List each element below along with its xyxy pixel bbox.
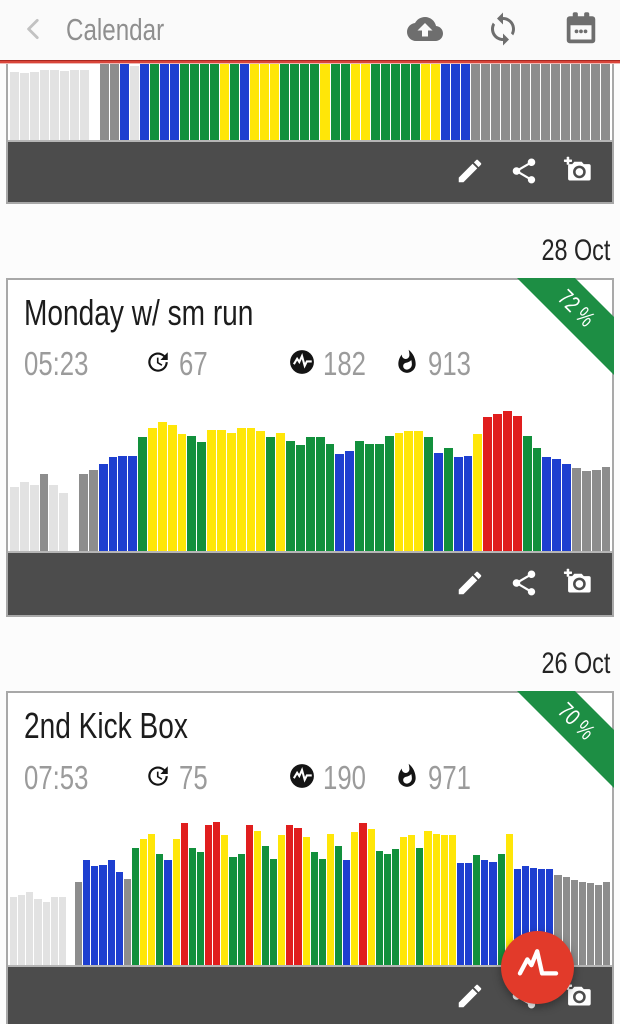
workout-title: Monday w/ sm run bbox=[24, 292, 254, 333]
duration-value: 05:23 bbox=[24, 345, 89, 383]
workout-stats: 05:23 67 182 913 bbox=[24, 345, 596, 383]
header-red-divider bbox=[0, 60, 620, 64]
sync-button[interactable] bbox=[480, 7, 526, 53]
heart-rate-value: 190 bbox=[323, 758, 367, 796]
pencil-icon bbox=[455, 568, 485, 601]
workout-card-monday-run[interactable]: Monday w/ sm run 05:23 67 182 bbox=[6, 278, 614, 618]
heart-rate-stat: 182 bbox=[289, 345, 378, 383]
share-icon bbox=[509, 568, 539, 601]
camera-add-icon bbox=[563, 568, 593, 601]
cloud-upload-icon bbox=[407, 11, 443, 50]
edit-button[interactable] bbox=[452, 566, 488, 602]
card-action-bar bbox=[8, 142, 612, 202]
workout-title: 2nd Kick Box bbox=[24, 705, 188, 747]
recovery-stat: 67 bbox=[145, 345, 216, 383]
flame-icon bbox=[394, 759, 428, 797]
add-photo-button[interactable] bbox=[560, 980, 596, 1016]
heart-rate-stat: 190 bbox=[289, 759, 378, 797]
workout-card-partial[interactable] bbox=[6, 64, 614, 204]
sync-icon bbox=[485, 11, 521, 50]
card-head: Monday w/ sm run 05:23 67 182 bbox=[8, 278, 614, 397]
camera-add-icon bbox=[563, 156, 593, 189]
pencil-icon bbox=[455, 156, 485, 189]
recovery-value: 75 bbox=[178, 758, 208, 796]
date-label: 28 Oct bbox=[541, 234, 610, 267]
chevron-left-icon bbox=[21, 16, 47, 45]
calories-stat: 913 bbox=[394, 345, 483, 383]
edit-button[interactable] bbox=[452, 154, 488, 190]
share-icon bbox=[509, 156, 539, 189]
new-workout-fab[interactable] bbox=[501, 931, 574, 1004]
card-head: 2nd Kick Box 07:53 75 190 bbox=[8, 691, 614, 810]
recovery-value: 67 bbox=[178, 345, 208, 383]
recovery-clock-icon bbox=[145, 345, 179, 383]
calendar-view-button[interactable] bbox=[558, 7, 604, 53]
workout-stats: 07:53 75 190 971 bbox=[24, 759, 596, 797]
heart-rate-value: 182 bbox=[323, 345, 367, 383]
app-header: Calendar bbox=[0, 0, 620, 60]
hr-zone-chart bbox=[8, 64, 612, 142]
card-action-bar bbox=[8, 553, 612, 616]
heart-rate-pulse-icon bbox=[515, 943, 561, 992]
heart-rate-icon bbox=[289, 345, 323, 383]
share-button[interactable] bbox=[506, 566, 542, 602]
cloud-upload-button[interactable] bbox=[402, 7, 448, 53]
calories-value: 913 bbox=[428, 345, 472, 383]
pencil-icon bbox=[455, 981, 485, 1014]
camera-add-icon bbox=[563, 981, 593, 1014]
recovery-stat: 75 bbox=[145, 759, 216, 797]
calendar-icon bbox=[563, 11, 599, 50]
add-photo-button[interactable] bbox=[560, 566, 596, 602]
date-label: 26 Oct bbox=[541, 647, 610, 681]
recovery-clock-icon bbox=[145, 759, 179, 797]
workout-card-kickbox[interactable]: 2nd Kick Box 07:53 75 190 bbox=[6, 691, 614, 1024]
page-title: Calendar bbox=[66, 12, 165, 47]
duration-value: 07:53 bbox=[24, 758, 89, 796]
hr-zone-chart bbox=[8, 397, 612, 554]
back-button[interactable] bbox=[16, 12, 52, 48]
calories-stat: 971 bbox=[394, 759, 483, 797]
calories-value: 971 bbox=[428, 758, 472, 796]
flame-icon bbox=[394, 345, 428, 383]
heart-rate-icon bbox=[289, 759, 323, 797]
add-photo-button[interactable] bbox=[560, 154, 596, 190]
share-button[interactable] bbox=[506, 154, 542, 190]
edit-button[interactable] bbox=[452, 980, 488, 1016]
